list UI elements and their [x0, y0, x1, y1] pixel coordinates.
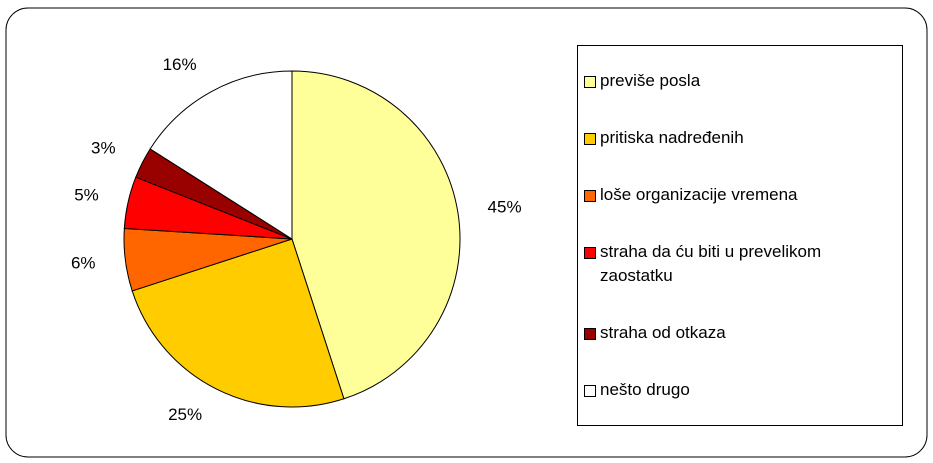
legend-swatch [584, 247, 596, 260]
legend-label: previše posla [600, 70, 701, 90]
legend-swatch [584, 385, 596, 398]
data-label: 3% [91, 139, 116, 158]
legend-label: straha od otkaza [600, 323, 726, 343]
data-label: 45% [488, 198, 522, 217]
legend-item: loše organizacije vremena [578, 183, 902, 207]
data-label: 5% [74, 185, 99, 204]
pie-slice [291, 70, 461, 400]
data-label: 16% [163, 55, 197, 74]
legend: previše posla pritiska nadređenih loše org… [577, 45, 903, 426]
legend-label: straha da ću biti u prevelikom zaostatku [600, 242, 822, 286]
legend-item: straha od otkaza [578, 321, 902, 345]
legend-label: nešto drugo [600, 380, 690, 400]
data-label: 25% [168, 405, 202, 424]
legend-item: previše posla [578, 69, 902, 93]
pie-slice [131, 238, 345, 408]
legend-item: nešto drugo [578, 378, 902, 402]
legend-swatch [584, 132, 596, 145]
legend-swatch [584, 75, 596, 88]
pie-slice [149, 70, 293, 240]
legend-item: straha da ću biti u prevelikom zaostatku [578, 240, 902, 288]
legend-label: loše organizacije vremena [600, 184, 798, 204]
legend-item: pritiska nadređenih [578, 126, 902, 150]
legend-label: pritiska nadređenih [600, 127, 744, 147]
legend-swatch [584, 328, 596, 341]
data-label: 6% [71, 253, 96, 272]
legend-swatch [584, 189, 596, 202]
